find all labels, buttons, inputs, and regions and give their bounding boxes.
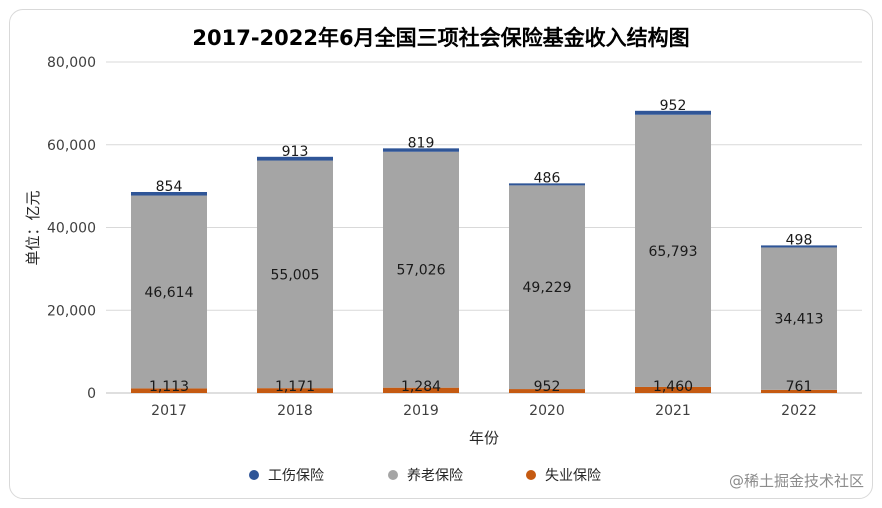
legend-label: 工伤保险 — [268, 468, 324, 484]
data-label: 65,793 — [649, 244, 698, 260]
y-tick-label: 80,000 — [47, 55, 96, 71]
chart-title: 2017-2022年6月全国三项社会保险基金收入结构图 — [192, 26, 689, 50]
data-labels: 1,113 46,614 854 1,171 55,005 913 1,284 57,026 8… — [145, 98, 824, 395]
x-tick-label: 2022 — [781, 403, 817, 419]
legend-label: 养老保险 — [407, 468, 463, 484]
data-label: 498 — [786, 232, 813, 248]
bar-2022-series-1 — [761, 247, 837, 390]
y-tick-label: 0 — [87, 386, 96, 402]
bar-2021-series-1 — [635, 114, 711, 387]
legend-marker — [526, 470, 536, 480]
bar-2020-series-0 — [509, 389, 585, 393]
data-label: 57,026 — [397, 263, 446, 279]
bar-2018-series-1 — [257, 160, 333, 389]
x-tick-label: 2019 — [403, 403, 439, 419]
data-label: 1,171 — [275, 379, 315, 395]
bar-2018-series-0 — [257, 388, 333, 393]
bar-2020-series-2 — [509, 183, 585, 186]
bar-2021-series-2 — [635, 110, 711, 115]
bar-2017-series-2 — [131, 191, 207, 196]
bar-2022-series-0 — [761, 389, 837, 393]
data-label: 1,284 — [401, 379, 441, 395]
y-tick-label: 20,000 — [47, 303, 96, 319]
y-axis-ticks: 0 20,000 40,000 60,000 80,000 — [47, 55, 96, 402]
bar-2019-series-1 — [383, 151, 459, 388]
legend: 工伤保险 养老保险 失业保险 — [249, 468, 601, 484]
y-tick-label: 40,000 — [47, 221, 96, 237]
x-axis-title: 年份 — [469, 429, 499, 447]
gridlines — [106, 61, 862, 394]
x-tick-label: 2021 — [655, 403, 691, 419]
bar-2018-series-2 — [257, 156, 333, 161]
legend-marker — [249, 470, 259, 480]
data-label: 49,229 — [523, 280, 572, 296]
data-label: 34,413 — [775, 312, 824, 328]
x-tick-label: 2020 — [529, 403, 565, 419]
data-label: 854 — [156, 179, 183, 195]
watermark: @稀土掘金技术社区 — [729, 472, 864, 490]
bars — [131, 110, 837, 393]
data-label: 1,113 — [149, 379, 189, 395]
data-label: 761 — [786, 379, 813, 395]
y-axis-title: 单位：亿元 — [24, 190, 42, 265]
bar-2019-series-0 — [383, 387, 459, 393]
bar-2017-series-1 — [131, 195, 207, 389]
data-label: 913 — [282, 144, 309, 160]
bar-2021-series-0 — [635, 386, 711, 393]
x-axis-ticks: 2017 2018 2019 2020 2021 2022 — [151, 403, 817, 419]
legend-marker — [388, 470, 398, 480]
data-label: 46,614 — [145, 285, 194, 301]
bar-2020-series-1 — [509, 185, 585, 390]
x-tick-label: 2018 — [277, 403, 313, 419]
data-label: 486 — [534, 170, 561, 186]
bar-2017-series-0 — [131, 388, 207, 393]
data-label: 819 — [408, 135, 435, 151]
data-label: 952 — [534, 379, 561, 395]
bar-2019-series-2 — [383, 148, 459, 152]
x-tick-label: 2017 — [151, 403, 187, 419]
bar-2022-series-2 — [761, 245, 837, 248]
legend-label: 失业保险 — [545, 468, 601, 484]
y-tick-label: 60,000 — [47, 138, 96, 154]
data-label: 1,460 — [653, 379, 693, 395]
data-label: 952 — [660, 98, 687, 114]
data-label: 55,005 — [271, 267, 320, 283]
